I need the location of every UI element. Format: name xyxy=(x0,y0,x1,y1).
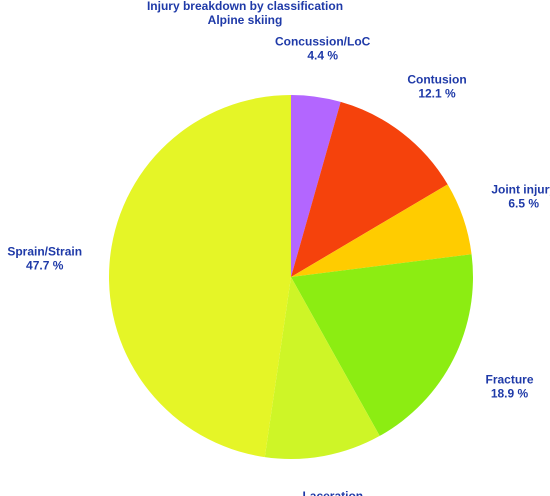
slice-value-label: 6.5 % xyxy=(508,197,539,211)
pie-slice xyxy=(291,95,341,277)
slice-value-label: 12.1 % xyxy=(418,87,456,101)
chart-subtitle: Alpine skiing xyxy=(208,13,283,27)
slice-value-label: 47.7 % xyxy=(26,258,64,272)
slice-label: Laceration xyxy=(302,489,363,496)
pie-slice xyxy=(291,184,472,277)
slice-label: Concussion/LoC xyxy=(275,35,371,49)
slice-label: Joint injury xyxy=(491,183,550,197)
pie-slice xyxy=(264,277,380,459)
slice-label: Contusion xyxy=(407,73,466,87)
chart-title: Injury breakdown by classification xyxy=(147,0,343,13)
slice-label: Fracture xyxy=(485,373,533,387)
pie-slice xyxy=(291,101,448,277)
slice-label: Sprain/Strain xyxy=(7,244,82,258)
pie-slice xyxy=(108,94,292,458)
slice-value-label: 4.4 % xyxy=(307,49,338,63)
pie-slice xyxy=(291,254,474,436)
slice-value-label: 18.9 % xyxy=(491,387,529,401)
